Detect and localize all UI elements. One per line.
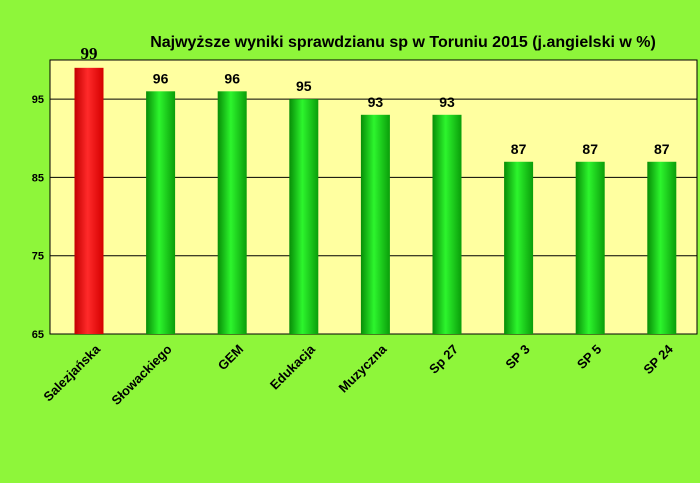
x-tick-label: Muzyczna <box>335 341 390 396</box>
x-tick-label: Edukacja <box>267 341 319 393</box>
data-labels: 99 96 96 95 93 93 87 87 87 <box>81 44 670 157</box>
x-tick-label: SP 5 <box>574 342 604 372</box>
data-label: 87 <box>582 141 598 157</box>
x-tick-label: SP 3 <box>502 342 532 372</box>
bar <box>289 99 319 335</box>
bar <box>432 114 462 334</box>
data-label: 96 <box>224 70 240 86</box>
y-axis-ticks: 65 75 85 95 <box>32 94 44 341</box>
data-label: 93 <box>439 94 455 110</box>
data-label: 87 <box>654 141 670 157</box>
chart-title: Najwyższe wyniki sprawdzianu sp w Toruni… <box>150 34 656 51</box>
y-tick-label: 85 <box>32 172 44 184</box>
x-tick-label: GEM <box>215 342 247 374</box>
data-label: 99 <box>81 44 98 63</box>
data-label: 96 <box>153 70 169 86</box>
bar <box>217 91 247 334</box>
y-tick-label: 75 <box>32 251 44 263</box>
data-label: 95 <box>296 78 312 94</box>
data-label: 87 <box>511 141 527 157</box>
x-tick-label: SP 24 <box>640 341 676 377</box>
bars <box>74 67 677 335</box>
y-tick-label: 65 <box>32 329 44 341</box>
bar <box>74 67 104 334</box>
bar <box>647 161 677 334</box>
x-axis-labels: Salezjańska Słowackiego GEM Edukacja Muzyczn… <box>40 341 676 408</box>
x-tick-label: Salezjańska <box>40 341 103 404</box>
bar <box>360 114 390 334</box>
x-tick-label: Słowackiego <box>108 341 174 407</box>
x-tick-label: Sp 27 <box>426 342 461 377</box>
bar <box>575 161 605 334</box>
bar <box>504 161 534 334</box>
data-label: 93 <box>368 94 384 110</box>
bar <box>146 91 176 334</box>
y-tick-label: 95 <box>32 94 44 106</box>
